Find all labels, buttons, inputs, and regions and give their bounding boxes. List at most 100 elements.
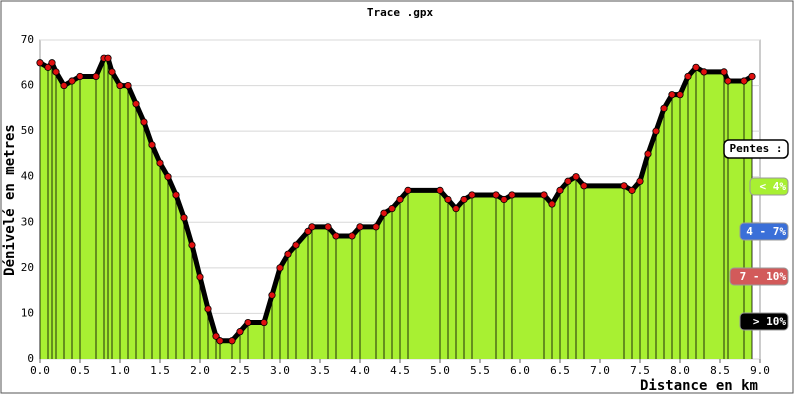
legend-title-box — [723, 139, 789, 159]
point — [228, 337, 236, 345]
point — [692, 63, 700, 71]
point — [68, 77, 76, 85]
point — [260, 318, 268, 327]
legend-swatch — [739, 312, 789, 331]
point — [116, 81, 124, 90]
legend-title: Pentes : — [730, 142, 783, 155]
point — [52, 68, 60, 76]
point — [216, 337, 224, 345]
area — [40, 58, 752, 359]
point — [304, 227, 312, 235]
point — [148, 141, 156, 149]
x-tick-label: 6.5 — [550, 364, 570, 377]
point — [236, 328, 244, 336]
point — [356, 223, 364, 231]
point — [140, 118, 148, 126]
point — [492, 191, 500, 199]
point — [620, 182, 628, 190]
x-tick-label: 3.5 — [310, 364, 330, 377]
point — [652, 127, 660, 135]
point — [244, 318, 252, 327]
x-tick-label: 0.0 — [30, 364, 50, 377]
point — [684, 72, 692, 81]
y-tick-label: 10 — [21, 306, 34, 319]
point — [404, 186, 412, 194]
point — [748, 72, 756, 81]
legend-swatch — [729, 267, 789, 286]
point — [668, 91, 676, 99]
x-tick-label: 7.5 — [630, 364, 650, 377]
point — [292, 241, 300, 249]
point — [564, 177, 572, 185]
x-tick-label: 1.0 — [110, 364, 130, 377]
point — [580, 182, 588, 190]
point — [196, 273, 204, 281]
point — [104, 54, 112, 62]
point — [460, 195, 468, 204]
point — [44, 63, 52, 71]
point — [76, 72, 84, 81]
plot — [36, 54, 756, 359]
point — [212, 332, 220, 340]
point — [676, 91, 684, 99]
point — [204, 305, 212, 313]
y-tick-label: 70 — [21, 33, 34, 46]
legend: Pentes : < 4% 4 - 7% 7 - 10% > 10% — [723, 139, 789, 331]
x-tick-label: 2.5 — [230, 364, 250, 377]
y-tick-label: 40 — [21, 170, 34, 183]
x-tick-label: 1.5 — [150, 364, 170, 377]
point — [436, 186, 444, 194]
x-tick-label: 7.0 — [590, 364, 610, 377]
point — [124, 81, 132, 90]
point — [700, 68, 708, 76]
point — [628, 186, 636, 194]
point — [548, 200, 556, 208]
legend-swatch — [739, 222, 789, 241]
point — [556, 186, 564, 194]
point — [36, 59, 44, 67]
chart-title: Trace .gpx — [367, 6, 434, 19]
x-tick-label: 8.5 — [710, 364, 730, 377]
point — [500, 195, 508, 204]
point — [396, 195, 404, 204]
x-tick-label: 0.5 — [70, 364, 90, 377]
legend-label: > 10% — [753, 315, 786, 328]
x-tick-label: 5.5 — [470, 364, 490, 377]
y-tick-label: 20 — [21, 261, 34, 274]
point — [276, 264, 284, 272]
x-tick-label: 5.0 — [430, 364, 450, 377]
point — [188, 241, 196, 249]
y-axis-label: Dénivelé en metres — [2, 124, 18, 276]
point — [268, 291, 276, 299]
point — [372, 223, 380, 231]
point — [348, 232, 356, 240]
point — [572, 173, 580, 181]
point — [508, 191, 516, 199]
legend-label: 7 - 10% — [740, 270, 787, 283]
y-tick-label: 0 — [27, 352, 34, 365]
point — [308, 223, 316, 231]
x-axis-label: Distance en km — [640, 378, 758, 394]
point — [644, 150, 652, 158]
x-tick-label: 4.0 — [350, 364, 370, 377]
point — [724, 77, 732, 85]
point — [468, 191, 476, 199]
point — [164, 173, 172, 181]
point — [332, 232, 340, 240]
point — [132, 100, 140, 108]
point — [180, 214, 188, 222]
legend-swatch — [749, 177, 789, 196]
point — [540, 191, 548, 199]
legend-label: < 4% — [760, 180, 787, 193]
x-tick-label: 9.0 — [750, 364, 770, 377]
y-tick-label: 60 — [21, 79, 34, 92]
point — [92, 72, 100, 81]
y-tick-label: 50 — [21, 124, 34, 137]
point — [48, 59, 56, 67]
point — [108, 68, 116, 76]
point — [636, 177, 644, 185]
point — [720, 68, 728, 76]
legend-label: 4 - 7% — [746, 225, 786, 238]
point — [444, 195, 452, 204]
